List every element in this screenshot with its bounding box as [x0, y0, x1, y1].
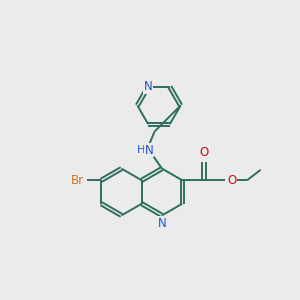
Text: Br: Br	[71, 174, 84, 187]
Text: O: O	[199, 146, 208, 159]
Text: N: N	[144, 80, 153, 93]
Text: O: O	[227, 174, 236, 187]
Text: N: N	[158, 217, 166, 230]
Text: N: N	[145, 144, 154, 157]
Text: H: H	[136, 145, 145, 155]
